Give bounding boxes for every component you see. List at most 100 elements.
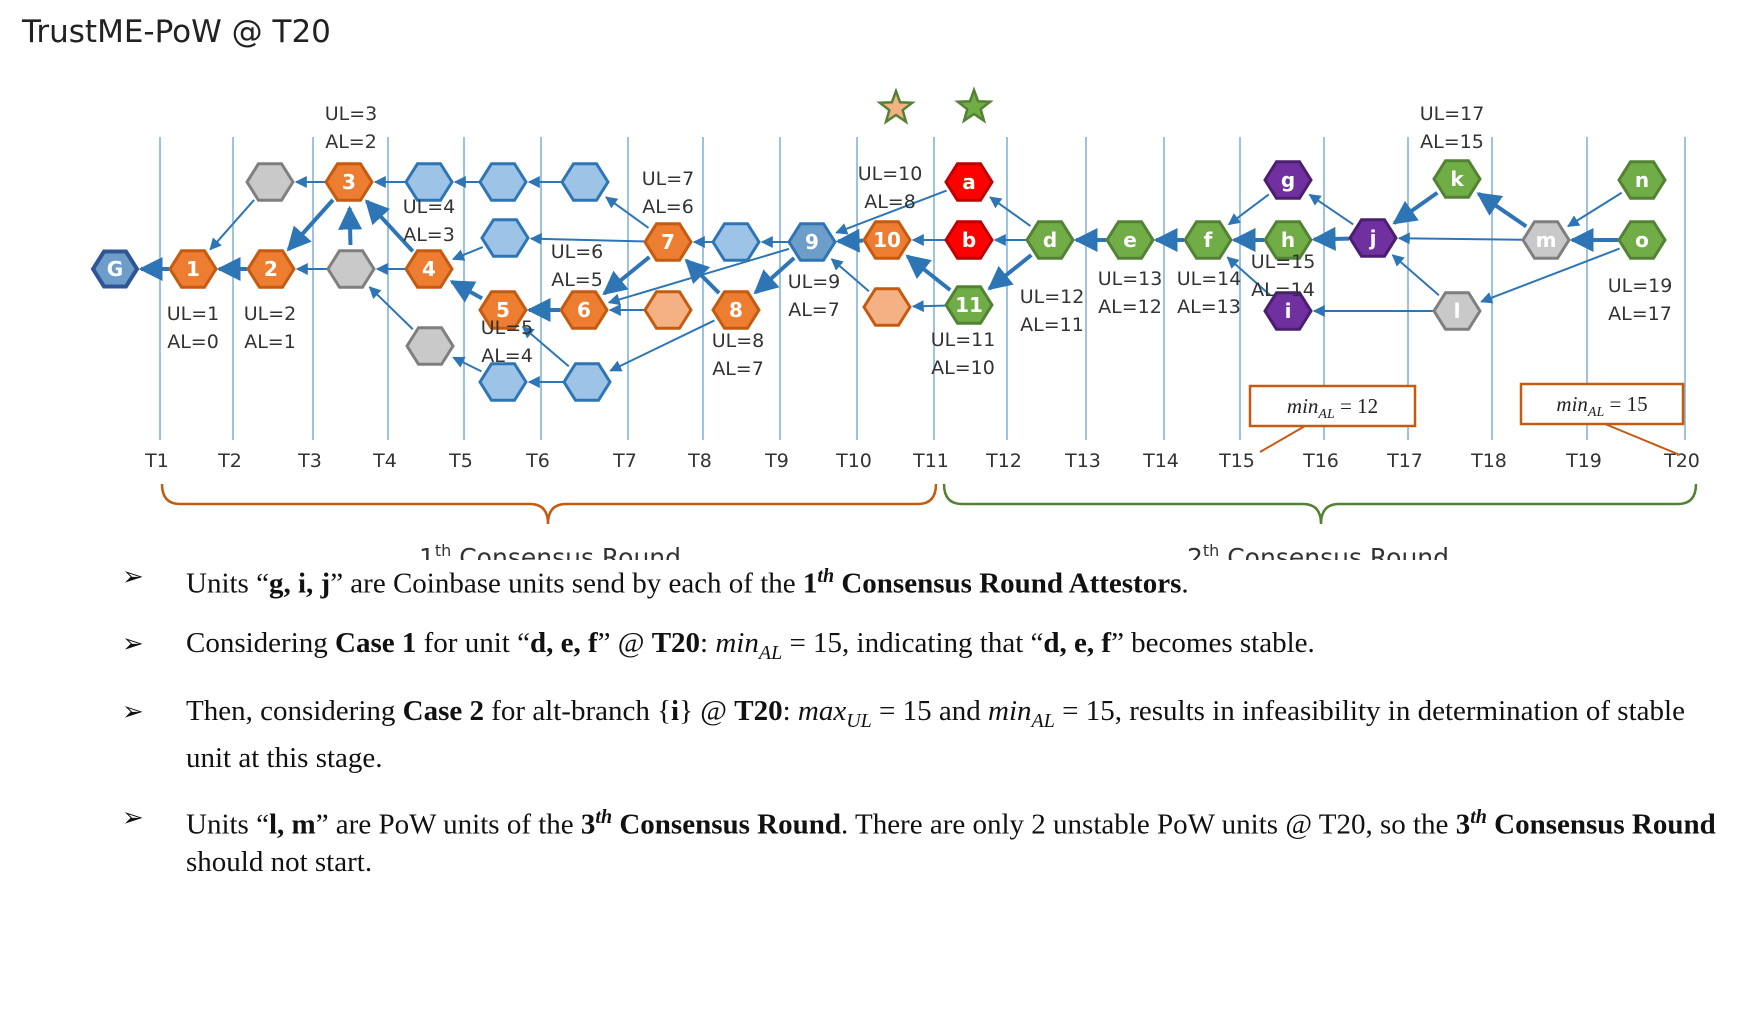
unit-label: 7 (661, 230, 675, 254)
unit-label: h (1281, 228, 1295, 252)
arrow-bullet-icon: ➢ (122, 628, 144, 658)
unit-label: G (107, 257, 123, 281)
level-label: UL=12 (1020, 286, 1085, 308)
dag-edge (368, 286, 414, 330)
unit-l: l (1432, 291, 1482, 331)
dag-edge (602, 255, 651, 296)
unit-b: b (944, 220, 994, 260)
unit-hexagon (944, 162, 994, 202)
unit-u3: 3 (324, 162, 374, 202)
unit-u11: 11 (944, 285, 994, 325)
unit-f: f (1183, 220, 1233, 260)
dag-edge (1308, 193, 1354, 226)
level-label: AL=7 (712, 358, 764, 380)
callout-box (1248, 384, 1417, 428)
unit-label: j (1369, 226, 1377, 250)
level-label: UL=13 (1098, 268, 1163, 290)
unit-hexagon (862, 287, 912, 327)
dag-edge (1567, 191, 1623, 228)
unit-e: e (1105, 220, 1155, 260)
unit-hexagon (246, 249, 296, 289)
round-braces: 1th Consensus Round 2th Consensus Round (160, 483, 1698, 560)
page-title: TrustME-PoW @ T20 (22, 14, 331, 50)
unit-label: 4 (422, 257, 436, 281)
unit-hexagon (1263, 160, 1313, 200)
time-tick-label: T14 (1142, 450, 1179, 472)
dag-edge (1391, 254, 1440, 297)
time-tick-label: T6 (525, 450, 550, 472)
time-tick-label: T19 (1565, 450, 1602, 472)
unit-d: d (1025, 220, 1075, 260)
unit-label: d (1043, 228, 1057, 252)
unit-hexagon (1263, 220, 1313, 260)
unit-label: 1 (186, 257, 200, 281)
unit-hexagon (643, 290, 693, 330)
dag-edge (452, 356, 482, 373)
unit-g: g (1263, 160, 1313, 200)
unit-hexagon (404, 249, 454, 289)
unit-label: 11 (955, 293, 983, 317)
unit-hexagon (90, 249, 140, 289)
unit-hexagon (1183, 220, 1233, 260)
unit-hexagon (559, 290, 609, 330)
unit-hexagon (1521, 220, 1571, 260)
level-label: UL=19 (1608, 275, 1673, 297)
time-tick-label: T4 (372, 450, 397, 472)
level-label: AL=2 (325, 131, 377, 153)
level-label: UL=6 (551, 241, 604, 263)
unit-hexagon (711, 222, 761, 262)
unit-n: n (1617, 160, 1667, 200)
level-label: UL=9 (788, 271, 841, 293)
time-tick-label: T16 (1302, 450, 1339, 472)
level-label: UL=1 (167, 303, 220, 325)
dag-edge (605, 196, 650, 229)
level-label: UL=7 (642, 168, 695, 190)
level-label: AL=14 (1251, 279, 1315, 301)
dag-edge (1226, 256, 1271, 296)
unit-u6: 6 (559, 290, 609, 330)
dag-edge (989, 196, 1032, 227)
level-label: AL=1 (244, 331, 296, 353)
unit-label: m (1536, 228, 1557, 252)
unit-hexagon (168, 249, 218, 289)
unit-G: G (90, 249, 140, 289)
unit-hexagon (1348, 218, 1398, 258)
time-tick-label: T5 (448, 450, 473, 472)
first-round-brace (160, 483, 938, 525)
level-label: AL=8 (864, 191, 916, 213)
dag-edge (905, 254, 952, 292)
unit-label: 10 (873, 228, 901, 252)
unit-bF (562, 362, 612, 402)
time-tick-label: T9 (764, 450, 789, 472)
unit-oA (643, 290, 693, 330)
unit-i: i (1263, 291, 1313, 331)
time-tick-label: T20 (1663, 450, 1700, 472)
unit-hexagon (245, 162, 295, 202)
unit-hexagon (1432, 291, 1482, 331)
time-tick-label: T11 (912, 450, 949, 472)
level-label: AL=5 (551, 269, 603, 291)
unit-hexagon (1105, 220, 1155, 260)
level-label: AL=15 (1420, 131, 1484, 153)
time-tick-label: T3 (297, 450, 322, 472)
time-tick-label: T2 (217, 450, 242, 472)
dag-edge (1227, 193, 1270, 226)
unit-u7: 7 (643, 222, 693, 262)
dag-edges (138, 176, 1623, 388)
unit-label: 2 (264, 257, 278, 281)
first-round-label: 1th Consensus Round (419, 541, 681, 560)
dag-edge (911, 300, 946, 313)
unit-label: k (1450, 167, 1464, 191)
unit-hexagon (1432, 159, 1482, 199)
dag-edge (1311, 226, 1350, 251)
unit-label: 8 (729, 298, 743, 322)
unit-level-labels: UL=1 AL=0 UL=2 AL=1 UL=3 AL=2 UL=4 AL=3 UL=5 AL=4… (167, 103, 1673, 380)
level-label: AL=11 (1020, 314, 1084, 336)
dag-edge (987, 253, 1033, 291)
unit-label: 3 (342, 170, 356, 194)
unit-hexagon (478, 362, 528, 402)
time-tick-label: T10 (835, 450, 872, 472)
arrow-bullet-icon: ➢ (122, 803, 144, 833)
arrow-bullet-icon: ➢ (122, 697, 144, 727)
unit-o: o (1617, 220, 1667, 260)
